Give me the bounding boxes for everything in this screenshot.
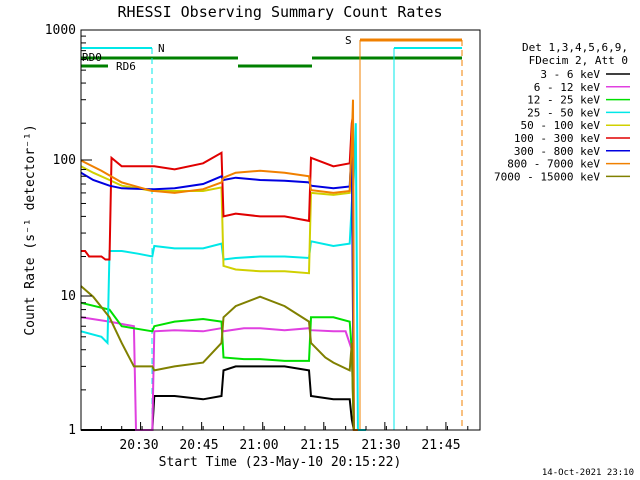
series-line-100-300-kev [81, 114, 355, 431]
x-tick-label-2130: 21:30 [361, 438, 400, 453]
series-line-7000-15000-kev [80, 285, 355, 431]
y-tick-label-1: 1 [68, 423, 76, 438]
series-line-6-12-kev [80, 316, 355, 431]
chart-title: RHESSI Observing Summary Count Rates [117, 3, 442, 21]
legend-header-2: FDecim 2, Att 0 [529, 54, 628, 67]
legend-label-300-800-kev: 300 - 800 keV [514, 145, 600, 158]
x-tick-label-2045: 20:45 [179, 438, 218, 453]
series-line-3-6-kev [81, 365, 355, 431]
annotation-n: N [158, 42, 165, 55]
y-tick-label-1000: 1000 [45, 23, 76, 38]
annotation-rd6: RD6 [116, 60, 136, 73]
state-bars [81, 38, 462, 68]
y-tick-label-100: 100 [53, 153, 76, 168]
series-line-800-7000-kev [80, 99, 358, 431]
series-line-50-100-kev [80, 139, 355, 431]
legend-label-800-7000-kev: 800 - 7000 keV [507, 158, 600, 171]
footer-timestamp: 14-Oct-2021 23:10 [542, 468, 634, 478]
x-tick-label-2115: 21:15 [300, 438, 339, 453]
plot-area [80, 40, 463, 431]
plot-frame [80, 29, 481, 431]
series-line-12-25-kev [80, 301, 355, 431]
x-axis-label: Start Time (23-May-10 20:15:22) [159, 455, 402, 470]
x-axis: 20:30 20:45 21:00 21:15 21:30 21:45 Star… [80, 422, 469, 470]
x-tick-label-2030: 20:30 [119, 438, 158, 453]
annotation-rd0: RD0 [82, 51, 102, 64]
legend-label-12-25-kev: 12 - 25 keV [527, 94, 600, 107]
legend-label-25-50-kev: 25 - 50 keV [527, 106, 600, 119]
legend-label-100-300-kev: 100 - 300 keV [514, 132, 600, 145]
legend-label-50-100-kev: 50 - 100 keV [521, 119, 601, 132]
annotation-s: S [345, 34, 352, 47]
legend-label-6-12-kev: 6 - 12 keV [534, 81, 601, 94]
y-tick-label-10: 10 [60, 289, 76, 304]
plot-annotations: RD0 RD6 N S [82, 34, 352, 73]
legend: Det 1,3,4,5,6,9, FDecim 2, Att 0 3 - 6 k… [494, 41, 630, 183]
legend-label-7000-15000-kev: 7000 - 15000 keV [494, 170, 600, 183]
legend-header-1: Det 1,3,4,5,6,9, [522, 41, 628, 54]
legend-label-3-6-kev: 3 - 6 keV [540, 68, 600, 81]
x-tick-label-2100: 21:00 [239, 438, 278, 453]
series-line-25-50-kev [80, 123, 366, 431]
x-tick-label-2145: 21:45 [421, 438, 460, 453]
y-axis: 1 10 100 1000 Count Rate (s⁻¹ detector⁻¹… [23, 23, 92, 438]
y-axis-label: Count Rate (s⁻¹ detector⁻¹) [23, 124, 38, 335]
series-layer [80, 99, 366, 431]
